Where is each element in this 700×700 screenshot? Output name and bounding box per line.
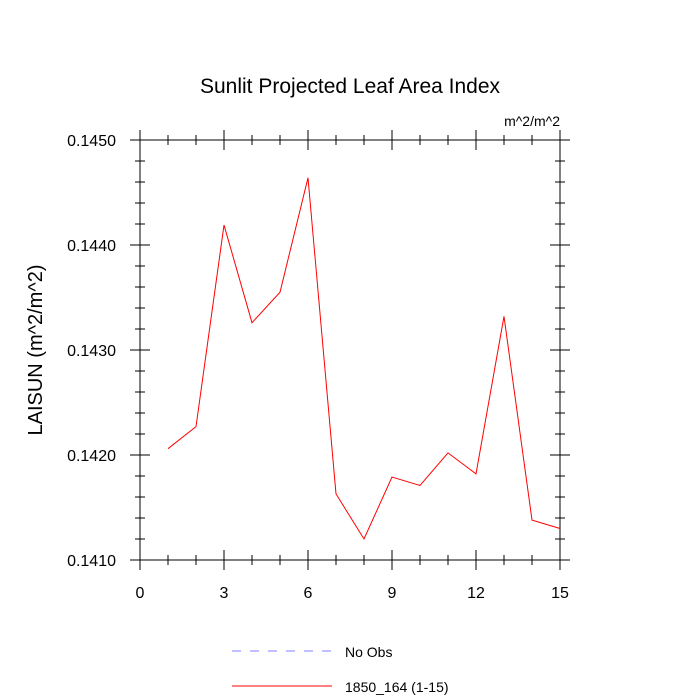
- tick-labels: 0 3 6 9 12 15 0.1410 0.1420 0.1430 0.1440 0.1450: [67, 133, 569, 602]
- legend-label: 1850_164 (1-15): [345, 679, 449, 695]
- y-axis-label: LAISUN (m^2/m^2): [25, 264, 47, 435]
- axis-ticks: [130, 130, 570, 570]
- data-series: [167, 177, 561, 541]
- chart-title: Sunlit Projected Leaf Area Index: [200, 75, 501, 98]
- y-tick-label: 0.1450: [67, 133, 116, 150]
- plot-frame: [139, 139, 561, 561]
- series-line: [167, 177, 561, 541]
- legend-label: No Obs: [345, 644, 392, 660]
- x-tick-label: 3: [220, 585, 229, 602]
- y-tick-label: 0.1410: [67, 553, 116, 570]
- x-tick-label: 6: [304, 585, 313, 602]
- y-tick-label: 0.1420: [67, 448, 116, 465]
- x-tick-label: 15: [551, 585, 569, 602]
- y-tick-label: 0.1440: [67, 238, 116, 255]
- y-tick-label: 0.1430: [67, 343, 116, 360]
- legend: No Obs 1850_164 (1-15): [232, 644, 449, 695]
- x-tick-label: 9: [388, 585, 397, 602]
- x-tick-label: 12: [467, 585, 485, 602]
- x-tick-label: 0: [136, 585, 145, 602]
- units-label: m^2/m^2: [504, 113, 560, 129]
